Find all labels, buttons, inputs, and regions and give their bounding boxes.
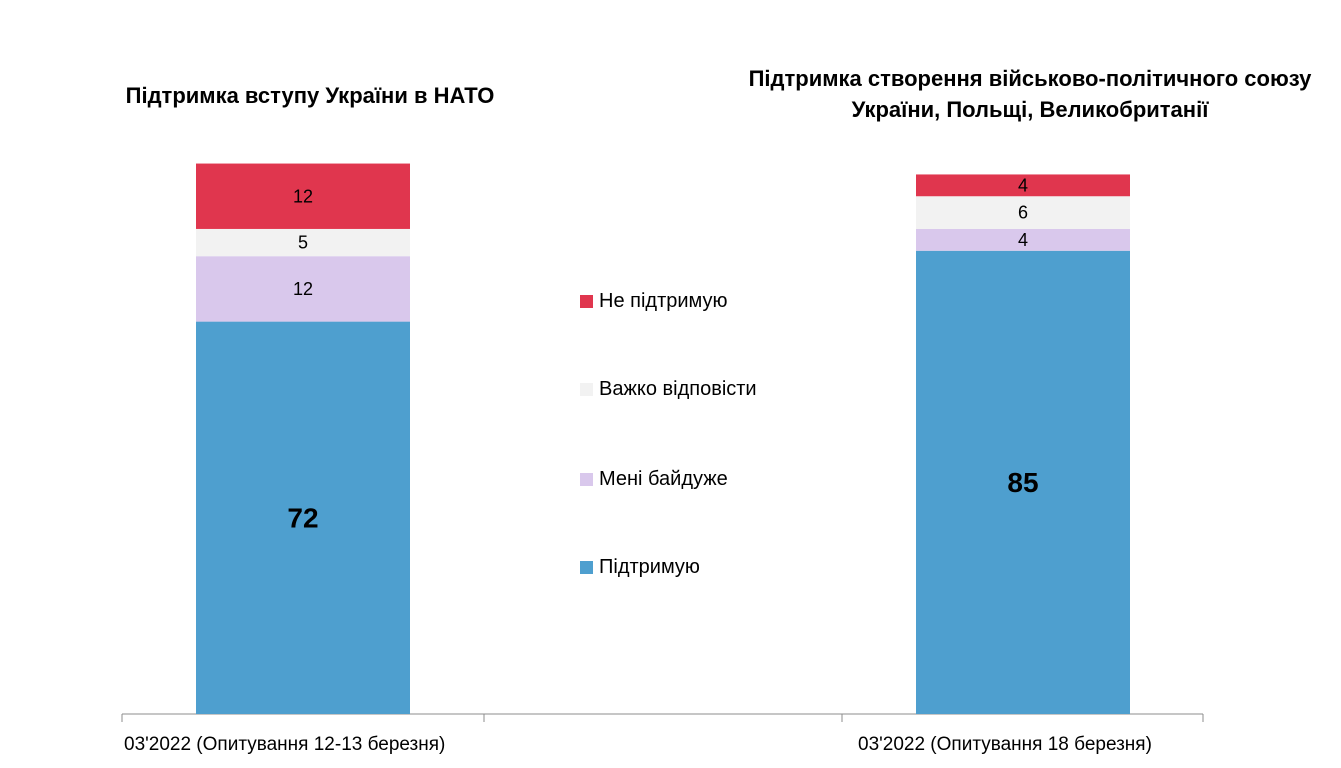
legend-label-support: Підтримую <box>599 556 700 578</box>
x-tick-label-march-18: 03'2022 (Опитування 18 березня) <box>858 734 1152 755</box>
bar-segment-not-support-2 <box>916 174 1130 197</box>
bar-segment-hard-to-say-2 <box>916 196 1130 229</box>
data-label-indifferent-2: 4 <box>1018 230 1028 250</box>
data-label-support-2: 85 <box>1007 467 1038 498</box>
legend-item-indifferent: Мені байдуже <box>580 468 728 491</box>
bar-segment-hard-to-say-1 <box>196 228 410 257</box>
data-label-hard-to-say-1: 5 <box>298 233 308 253</box>
legend-swatch-indifferent <box>580 473 593 486</box>
bar-segment-indifferent-1 <box>196 256 410 322</box>
legend-item-support: Підтримую <box>580 556 700 579</box>
bar-segment-support-2 <box>916 250 1130 714</box>
legend-swatch-not-support <box>580 295 593 308</box>
x-tick-label-march-12-13: 03'2022 (Опитування 12-13 березня) <box>124 734 446 755</box>
bar-segment-support-1 <box>196 321 410 714</box>
legend-item-hard-to-say: Важко відповісти <box>580 378 757 401</box>
chart-title-left: Підтримка вступу України в НАТО <box>125 83 495 108</box>
legend-swatch-support <box>580 561 593 574</box>
bar-segment-indifferent-2 <box>916 228 1130 251</box>
data-label-not-support-2: 4 <box>1018 175 1028 195</box>
legend-label-not-support: Не підтримую <box>599 290 728 312</box>
legend-label-hard-to-say: Важко відповісти <box>599 378 757 400</box>
data-label-hard-to-say-2: 6 <box>1018 203 1028 223</box>
data-label-not-support-1: 12 <box>293 186 313 206</box>
data-label-support-1: 72 <box>287 502 318 533</box>
bar-segment-not-support-1 <box>196 163 410 229</box>
legend-swatch-hard-to-say <box>580 383 593 396</box>
chart-title-right: Підтримка створення військово-політичног… <box>748 66 1312 122</box>
legend-item-not-support: Не підтримую <box>580 290 728 313</box>
legend-label-indifferent: Мені байдуже <box>599 468 728 490</box>
data-label-indifferent-1: 12 <box>293 279 313 299</box>
